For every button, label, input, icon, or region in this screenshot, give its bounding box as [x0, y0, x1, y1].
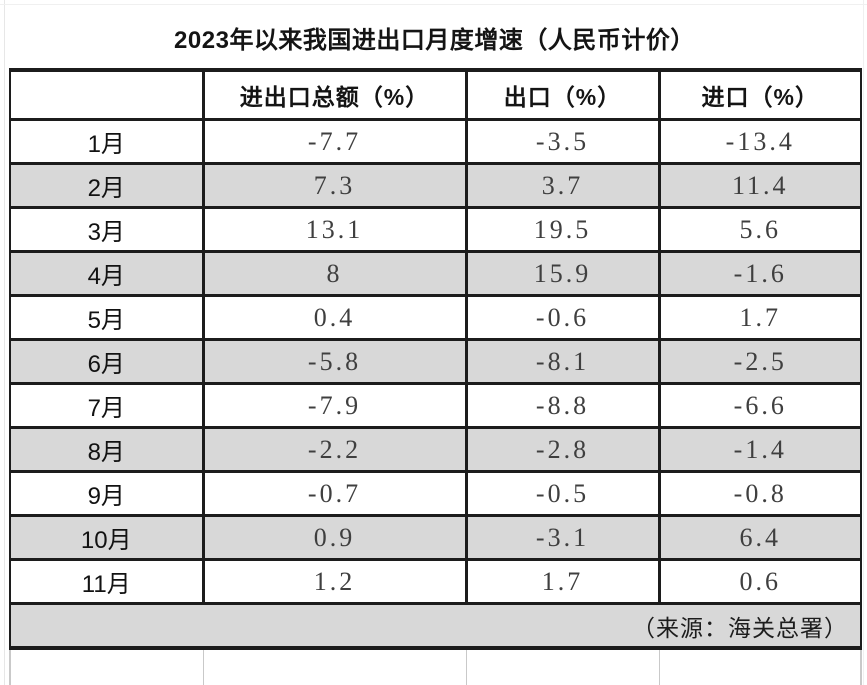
value-cell: -7.9 [201, 382, 468, 429]
source-note: （来源：海关总署） [9, 602, 862, 650]
value-cell: -0.6 [464, 294, 661, 341]
value-cell: -3.5 [464, 118, 661, 165]
value-cell: -2.5 [657, 338, 862, 385]
value-cell: -2.2 [201, 426, 468, 473]
table-row: 3月 13.1 19.5 5.6 [9, 206, 862, 253]
value-cell: -8.8 [464, 382, 661, 429]
page-edge-line [0, 4, 867, 5]
page-edge-line [863, 0, 864, 685]
month-cell: 8月 [9, 426, 205, 473]
value-cell: 8 [201, 250, 468, 297]
month-cell: 4月 [9, 250, 205, 297]
table-title: 2023年以来我国进出口月度增速（人民币计价） [174, 26, 695, 54]
table-card: 2023年以来我国进出口月度增速（人民币计价） 进出口总额（%） 出口（%） 进… [9, 6, 862, 685]
value-cell: 0.9 [201, 514, 468, 561]
value-cell: -0.7 [201, 470, 468, 517]
value-cell: 6.4 [657, 514, 862, 561]
table-row: 9月 -0.7 -0.5 -0.8 [9, 470, 862, 517]
trade-growth-table: 进出口总额（%） 出口（%） 进口（%） 1月 -7.7 -3.5 -13.4 … [9, 68, 862, 685]
value-cell: 0.4 [201, 294, 468, 341]
value-cell: 0.6 [657, 558, 862, 605]
table-row: 11月 1.2 1.7 0.6 [9, 558, 862, 605]
month-cell: 6月 [9, 338, 205, 385]
source-row: （来源：海关总署） [9, 602, 862, 650]
month-cell: 11月 [9, 558, 205, 605]
value-cell: 1.7 [657, 294, 862, 341]
value-cell: -3.1 [464, 514, 661, 561]
value-cell: 3.7 [464, 162, 661, 209]
value-cell: 1.2 [201, 558, 468, 605]
table-row: 2月 7.3 3.7 11.4 [9, 162, 862, 209]
header-import: 进口（%） [657, 68, 862, 121]
month-cell: 7月 [9, 382, 205, 429]
value-cell: 15.9 [464, 250, 661, 297]
value-cell: 13.1 [201, 206, 468, 253]
month-cell: 5月 [9, 294, 205, 341]
value-cell: -0.5 [464, 470, 661, 517]
value-cell: 1.7 [464, 558, 661, 605]
table-row: 6月 -5.8 -8.1 -2.5 [9, 338, 862, 385]
month-cell: 1月 [9, 118, 205, 165]
value-cell: -6.6 [657, 382, 862, 429]
value-cell: 11.4 [657, 162, 862, 209]
header-total: 进出口总额（%） [201, 68, 468, 121]
value-cell: -5.8 [201, 338, 468, 385]
month-cell: 10月 [9, 514, 205, 561]
value-cell: -7.7 [201, 118, 468, 165]
month-cell: 3月 [9, 206, 205, 253]
value-cell: 19.5 [464, 206, 661, 253]
corner-cell [9, 68, 205, 121]
value-cell: -1.6 [657, 250, 862, 297]
page-edge-line [4, 0, 5, 685]
month-cell: 9月 [9, 470, 205, 517]
value-cell: -13.4 [657, 118, 862, 165]
table-row: 8月 -2.2 -2.8 -1.4 [9, 426, 862, 473]
value-cell: -0.8 [657, 470, 862, 517]
header-export: 出口（%） [464, 68, 661, 121]
cutoff-partial-row [9, 647, 862, 685]
value-cell: -8.1 [464, 338, 661, 385]
value-cell: 7.3 [201, 162, 468, 209]
table-row: 7月 -7.9 -8.8 -6.6 [9, 382, 862, 429]
table-row: 1月 -7.7 -3.5 -13.4 [9, 118, 862, 165]
value-cell: -1.4 [657, 426, 862, 473]
table-row: 5月 0.4 -0.6 1.7 [9, 294, 862, 341]
month-cell: 2月 [9, 162, 205, 209]
table-row: 4月 8 15.9 -1.6 [9, 250, 862, 297]
value-cell: 5.6 [657, 206, 862, 253]
header-row: 进出口总额（%） 出口（%） 进口（%） [9, 68, 862, 121]
table-row: 10月 0.9 -3.1 6.4 [9, 514, 862, 561]
value-cell: -2.8 [464, 426, 661, 473]
